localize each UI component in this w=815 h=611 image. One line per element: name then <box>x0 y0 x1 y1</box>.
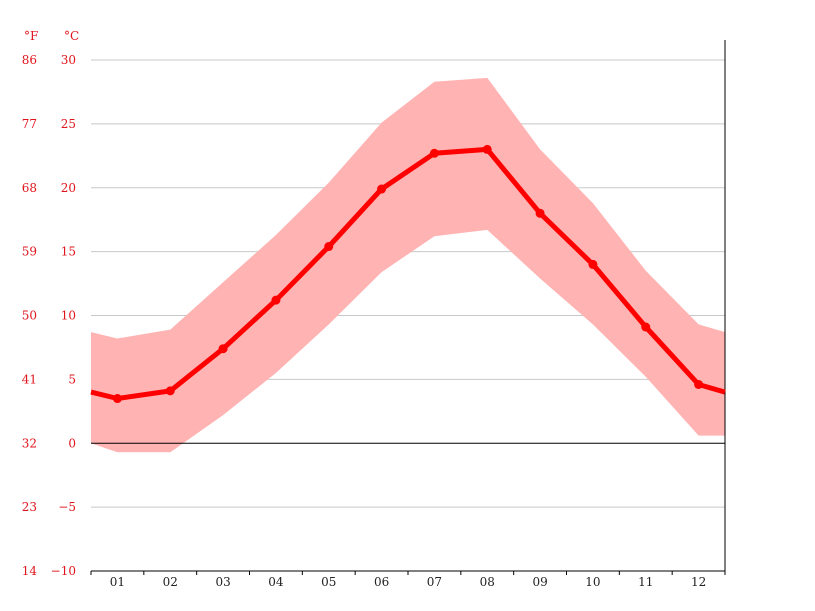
x-tick-label: 05 <box>321 575 336 589</box>
data-point <box>271 295 281 305</box>
y-tick-label-f: 86 <box>22 53 37 67</box>
y-tick-label-c: 20 <box>61 181 76 195</box>
x-tick-label: 11 <box>638 575 653 589</box>
data-point <box>165 386 175 396</box>
y-axis-labels: 86 30 77 25 68 20 59 15 50 10 41 5 32 0 23 −5 14 −10 <box>22 53 76 578</box>
data-point <box>482 144 492 154</box>
y-tick-label-c: 30 <box>61 53 76 67</box>
data-point <box>218 344 228 354</box>
y-tick-label-f: 41 <box>22 372 37 386</box>
y-tick-label-c: 25 <box>61 117 76 131</box>
fahrenheit-unit-label: °F <box>24 29 38 43</box>
data-point <box>641 322 651 332</box>
y-tick-label-c: 0 <box>68 436 76 450</box>
temperature-range-band <box>91 77 725 453</box>
data-point <box>694 379 704 389</box>
x-axis-labels: 01 02 03 04 05 06 07 08 09 10 11 12 <box>110 575 706 589</box>
data-point <box>535 208 545 218</box>
data-point <box>324 242 334 252</box>
x-tick-label: 02 <box>163 575 178 589</box>
y-tick-label-c: 15 <box>61 245 76 259</box>
x-tick-label: 09 <box>532 575 547 589</box>
y-tick-label-f: 77 <box>22 117 37 131</box>
y-tick-label-f: 32 <box>22 436 37 450</box>
data-point <box>112 394 122 404</box>
y-tick-label-c: −5 <box>58 500 76 514</box>
celsius-unit-label: °C <box>64 29 79 43</box>
y-tick-label-f: 50 <box>22 309 37 323</box>
y-tick-label-c: 10 <box>61 309 76 323</box>
data-point <box>429 148 439 158</box>
axes <box>90 40 726 575</box>
average-temperature-line <box>90 146 726 401</box>
x-tick-label: 07 <box>427 575 442 589</box>
x-tick-label: 03 <box>215 575 230 589</box>
x-tick-label: 10 <box>585 575 600 589</box>
x-tick-label: 01 <box>110 575 125 589</box>
y-tick-label-c: −10 <box>51 564 76 578</box>
y-tick-label-c: 5 <box>68 372 76 386</box>
x-tick-label: 04 <box>268 575 284 589</box>
y-tick-label-f: 14 <box>22 564 38 578</box>
x-tick-label: 12 <box>691 575 706 589</box>
data-points <box>112 144 704 404</box>
y-tick-label-f: 59 <box>22 245 37 259</box>
data-point <box>588 259 598 269</box>
y-tick-label-f: 23 <box>22 500 37 514</box>
x-tick-label: 08 <box>480 575 495 589</box>
x-tick-label: 06 <box>374 575 389 589</box>
y-tick-label-f: 68 <box>22 181 37 195</box>
data-point <box>377 184 387 194</box>
